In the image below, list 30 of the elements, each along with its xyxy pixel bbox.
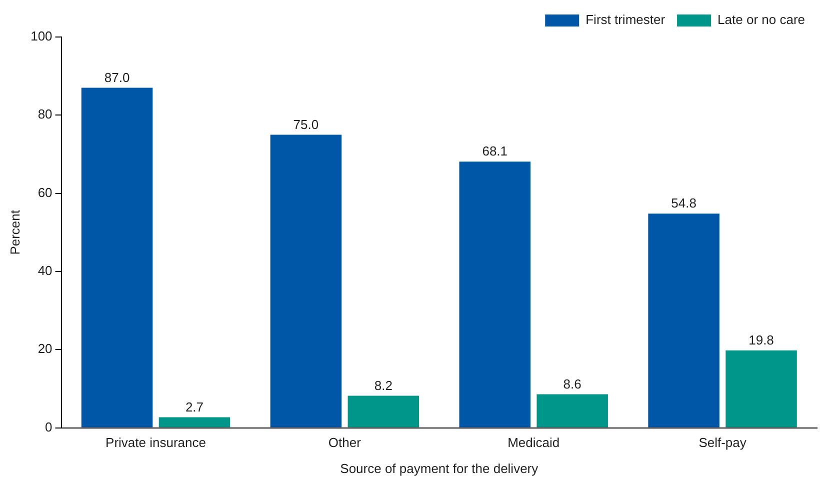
data-label: 75.0	[293, 116, 319, 132]
bar	[648, 214, 720, 428]
legend-label: First trimester	[586, 12, 666, 28]
y-tick-label: 0	[45, 419, 52, 434]
y-axis-title: Percent	[7, 210, 22, 255]
y-tick-label: 40	[38, 263, 52, 278]
y-tick-label: 60	[38, 184, 52, 200]
data-label: 2.7	[185, 399, 204, 414]
y-tick-label: 100	[30, 28, 52, 44]
data-label: 8.2	[374, 378, 392, 393]
x-axis-title: Source of payment for the delivery	[340, 460, 539, 476]
bar	[81, 88, 153, 428]
bar	[348, 396, 420, 428]
data-label: 19.8	[748, 332, 774, 348]
bar	[270, 134, 342, 428]
data-label: 8.6	[563, 376, 582, 392]
y-tick-label: 20	[38, 341, 52, 356]
x-tick-label: Other	[328, 435, 362, 450]
data-label: 87.0	[104, 70, 130, 85]
bar	[459, 162, 531, 428]
legend-label: Late or no care	[718, 12, 806, 28]
data-label: 54.8	[671, 196, 696, 211]
x-tick-label: Private insurance	[106, 435, 206, 450]
bar	[158, 417, 230, 428]
bar	[726, 350, 797, 428]
data-label: 68.1	[482, 144, 508, 159]
x-tick-label: Self-pay	[698, 435, 747, 450]
bar	[536, 394, 608, 428]
x-tick-label: Medicaid	[508, 435, 560, 450]
y-tick-label: 80	[38, 106, 52, 122]
